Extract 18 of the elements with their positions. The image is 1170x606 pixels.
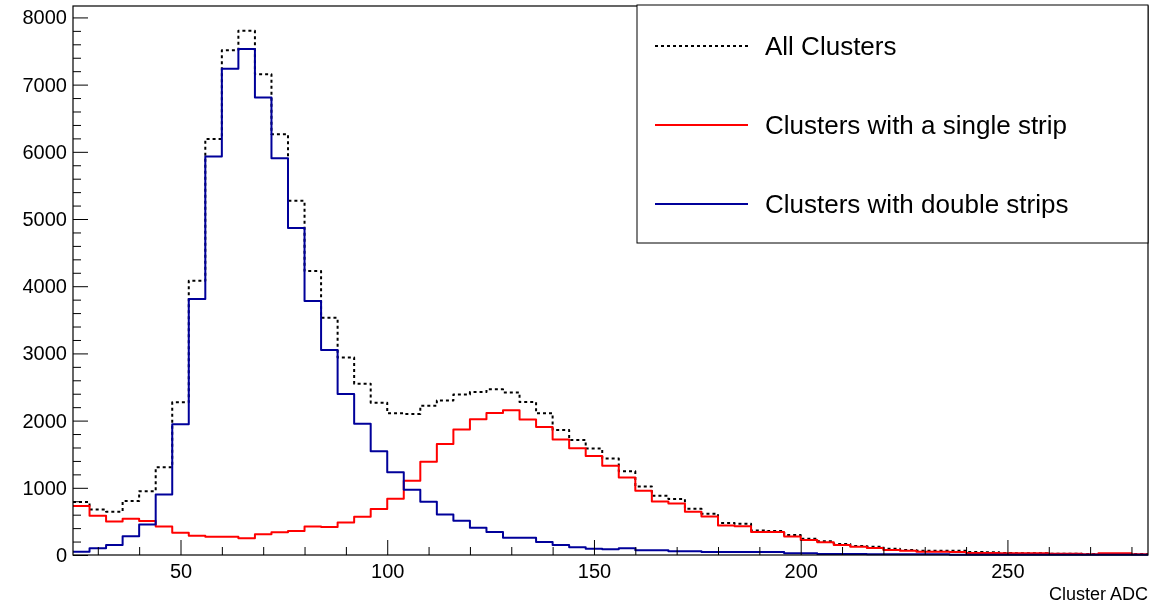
x-tick-label: 250 (991, 560, 1025, 583)
legend-label: Clusters with a single strip (765, 110, 1067, 140)
y-tick-label: 4000 (22, 275, 67, 298)
y-tick-label: 2000 (22, 409, 67, 432)
x-tick-label: 50 (169, 560, 193, 583)
y-tick-label: 3000 (22, 342, 67, 365)
y-tick-label: 1000 (22, 476, 67, 499)
y-tick-label: 5000 (22, 207, 67, 230)
y-tick-label: 6000 (22, 140, 67, 163)
x-tick-label: 200 (784, 560, 818, 583)
x-tick-label: 100 (371, 560, 405, 583)
legend-label: Clusters with double strips (765, 189, 1069, 219)
legend-label: All Clusters (765, 31, 897, 61)
y-tick-label: 8000 (22, 6, 67, 29)
x-axis-title: Cluster ADC (1048, 584, 1148, 604)
y-tick-label: 7000 (22, 73, 67, 96)
x-tick-label: 150 (577, 560, 612, 583)
y-tick-label: 0 (55, 543, 67, 566)
